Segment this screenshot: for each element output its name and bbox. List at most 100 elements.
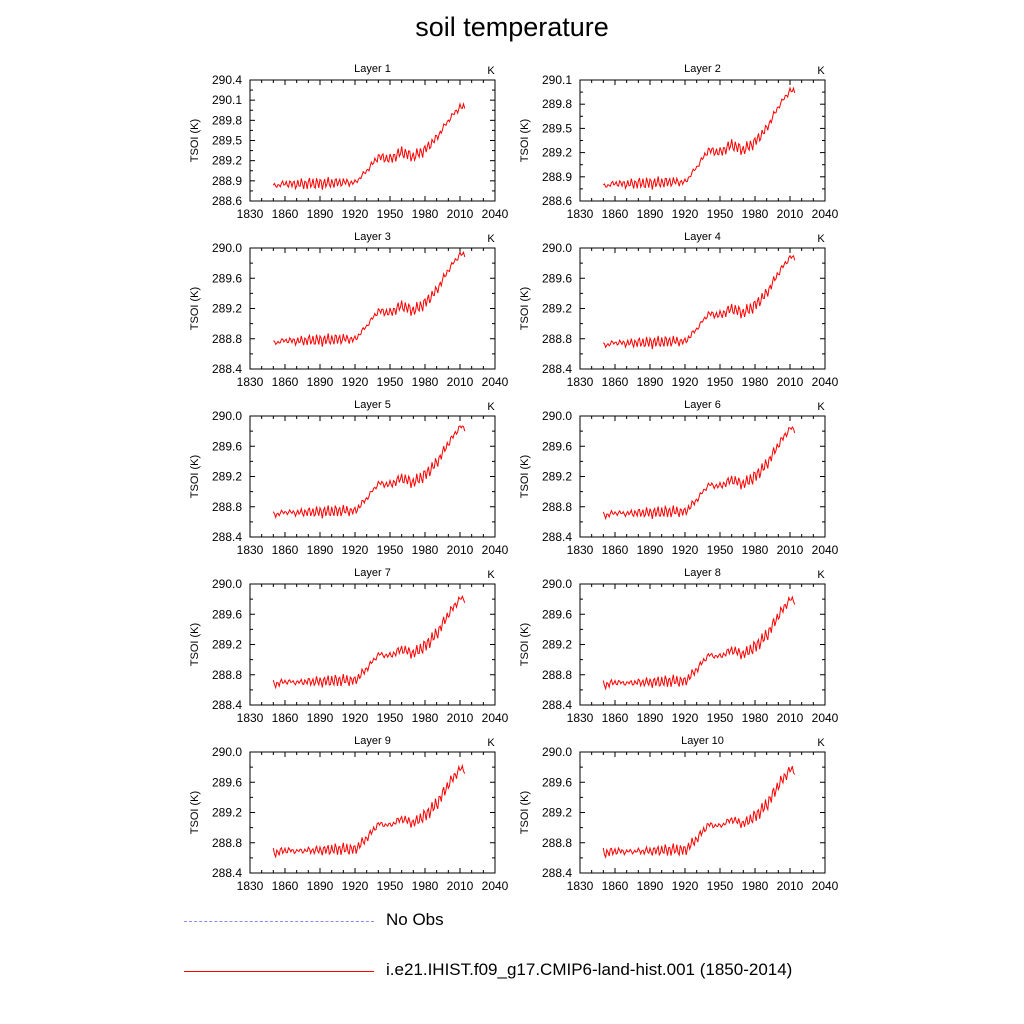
y-axis-label: TSOI (K) [519,623,531,666]
panel-units: K [487,569,495,581]
x-tick-label: 2010 [777,543,804,557]
x-tick-label: 1890 [637,879,664,893]
y-axis-label: TSOI (K) [519,119,531,162]
x-tick-label: 1920 [672,879,699,893]
x-tick-label: 2040 [812,879,839,893]
x-tick-label: 1860 [272,375,299,389]
y-tick-label: 289.8 [542,97,572,111]
y-tick-label: 288.8 [542,332,572,346]
panel-units: K [817,65,825,77]
y-tick-label: 289.2 [212,302,242,316]
x-tick-label: 2010 [447,879,474,893]
y-axis-label: TSOI (K) [189,455,201,498]
x-tick-label: 1860 [602,543,629,557]
panel-units: K [817,401,825,413]
x-tick-label: 1830 [237,375,264,389]
y-axis-label: TSOI (K) [519,455,531,498]
x-tick-label: 1830 [567,375,594,389]
panel-layer-9: 1830 1860 1890 1920 1950 1980 2010 2040 288.4 288… [189,735,509,893]
x-tick-label: 2010 [777,711,804,725]
x-tick-label: 1830 [567,879,594,893]
y-tick-label: 288.4 [542,866,572,880]
x-tick-label: 2040 [812,543,839,557]
plot-frame [579,247,826,370]
panel-title: Layer 2 [684,63,721,75]
x-tick-label: 2040 [812,375,839,389]
y-tick-label: 289.2 [212,806,242,820]
y-tick-label: 289.2 [212,470,242,484]
legend-label: i.e21.IHIST.f09_g17.CMIP6-land-hist.001 … [386,960,793,979]
y-tick-label: 289.2 [542,470,572,484]
y-tick-label: 288.8 [542,668,572,682]
x-tick-label: 1920 [342,207,369,221]
y-tick-label: 288.4 [212,530,242,544]
plot-frame [249,415,496,538]
panel-title: Layer 9 [354,735,391,747]
y-tick-label: 288.8 [212,332,242,346]
x-tick-label: 1920 [342,711,369,725]
x-tick-label: 1830 [237,543,264,557]
x-tick-label: 1860 [272,879,299,893]
y-tick-label: 290.0 [212,409,242,423]
y-axis-label: TSOI (K) [189,791,201,834]
legend-item-model-run: i.e21.IHIST.f09_g17.CMIP6-land-hist.001 … [184,960,884,984]
x-tick-label: 2040 [482,543,509,557]
y-tick-label: 290.0 [212,745,242,759]
x-tick-label: 1950 [377,375,404,389]
y-axis-label: TSOI (K) [189,119,201,162]
x-tick-label: 1830 [237,711,264,725]
legend-swatch-solid [184,971,374,972]
x-tick-label: 1950 [707,711,734,725]
panel-title: Layer 1 [354,63,391,75]
y-tick-label: 288.4 [542,362,572,376]
series-line [602,254,796,350]
x-tick-label: 1860 [602,711,629,725]
x-tick-label: 2040 [482,711,509,725]
x-tick-label: 1920 [672,711,699,725]
y-tick-label: 290.1 [542,73,572,87]
panel-layer-8: 1830 1860 1890 1920 1950 1980 2010 2040 288.4 288… [519,567,839,725]
y-tick-label: 289.6 [542,775,572,789]
x-tick-label: 2040 [482,879,509,893]
x-tick-label: 1950 [707,543,734,557]
series-line [602,425,796,521]
panel-title: Layer 10 [681,735,724,747]
x-tick-label: 2010 [777,375,804,389]
panel-units: K [487,233,495,245]
y-axis-label: TSOI (K) [519,791,531,834]
x-tick-label: 1830 [567,543,594,557]
x-tick-label: 1920 [342,543,369,557]
panel-title: Layer 4 [684,231,721,243]
panel-units: K [817,737,825,749]
panel-title: Layer 6 [684,399,721,411]
x-tick-label: 1890 [307,711,334,725]
y-tick-label: 289.6 [542,607,572,621]
x-tick-label: 2040 [812,711,839,725]
y-tick-label: 288.4 [212,698,242,712]
x-tick-label: 1980 [742,543,769,557]
panel-title: Layer 7 [354,567,391,579]
y-tick-label: 290.0 [542,409,572,423]
plot-frame [579,415,826,538]
x-tick-label: 1920 [672,375,699,389]
x-tick-label: 1950 [377,543,404,557]
x-tick-label: 1860 [602,207,629,221]
y-tick-label: 288.8 [212,668,242,682]
y-tick-label: 289.8 [212,113,242,127]
x-tick-label: 2040 [482,207,509,221]
y-tick-label: 288.8 [542,500,572,514]
x-tick-label: 1890 [307,207,334,221]
x-tick-label: 2010 [447,711,474,725]
x-tick-label: 1860 [602,879,629,893]
x-tick-label: 1980 [412,207,439,221]
x-tick-label: 1980 [742,879,769,893]
x-tick-label: 2040 [812,207,839,221]
series-line [272,763,466,859]
x-tick-label: 1890 [307,543,334,557]
panel-layer-5: 1830 1860 1890 1920 1950 1980 2010 2040 288.4 288… [189,399,509,557]
series-line [272,594,466,690]
x-tick-label: 1890 [637,207,664,221]
x-tick-label: 1950 [707,879,734,893]
series-line [272,425,466,519]
x-tick-label: 1830 [567,711,594,725]
